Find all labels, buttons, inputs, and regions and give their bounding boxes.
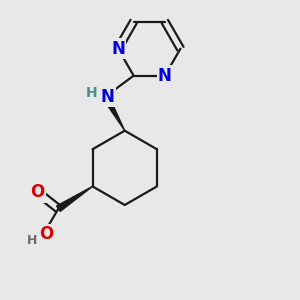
Text: H: H (85, 85, 97, 100)
Text: N: N (158, 67, 172, 85)
Text: N: N (111, 40, 125, 58)
Text: H: H (27, 234, 38, 247)
Polygon shape (57, 186, 93, 212)
Text: O: O (30, 183, 45, 201)
Polygon shape (103, 95, 125, 131)
Text: N: N (101, 88, 115, 106)
Text: O: O (39, 225, 54, 243)
